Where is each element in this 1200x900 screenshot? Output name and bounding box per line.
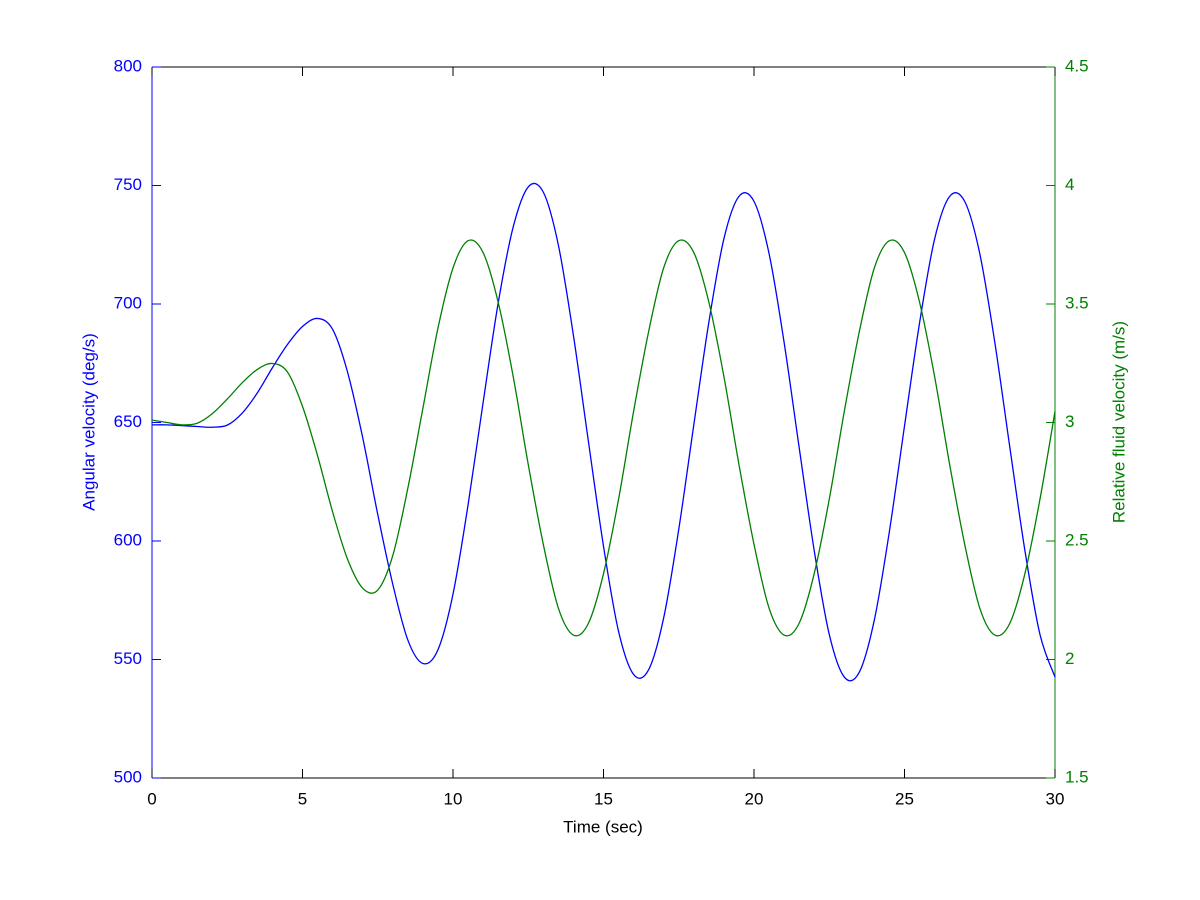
x-axis-label: Time (sec): [563, 817, 643, 836]
x-tick-label: 20: [745, 789, 764, 808]
y-tick-label: 550: [114, 649, 142, 668]
y2-tick-label: 3: [1065, 412, 1074, 431]
x-tick-label: 25: [895, 789, 914, 808]
y-tick-label: 800: [114, 56, 142, 75]
y-tick-label: 600: [114, 530, 142, 549]
x-tick-label: 15: [594, 789, 613, 808]
y2-tick-label: 2.5: [1065, 530, 1089, 549]
x-tick-label: 0: [147, 789, 156, 808]
y2-tick-label: 2: [1065, 649, 1074, 668]
x-tick-label: 5: [298, 789, 307, 808]
y2-tick-label: 4: [1065, 175, 1074, 194]
y-axis-label: Angular velocity (deg/s): [79, 333, 98, 511]
y2-tick-label: 3.5: [1065, 293, 1089, 312]
y2-axis-label: Relative fluid velocity (m/s): [1109, 321, 1128, 523]
y2-tick-label: 1.5: [1065, 767, 1089, 786]
x-tick-label: 30: [1046, 789, 1065, 808]
y-tick-label: 500: [114, 767, 142, 786]
y-tick-label: 700: [114, 293, 142, 312]
y-tick-label: 650: [114, 412, 142, 431]
x-tick-label: 10: [444, 789, 463, 808]
line-series: [151, 182, 1056, 682]
line-series: [151, 239, 1056, 637]
y-tick-label: 750: [114, 175, 142, 194]
y2-tick-label: 4.5: [1065, 56, 1089, 75]
